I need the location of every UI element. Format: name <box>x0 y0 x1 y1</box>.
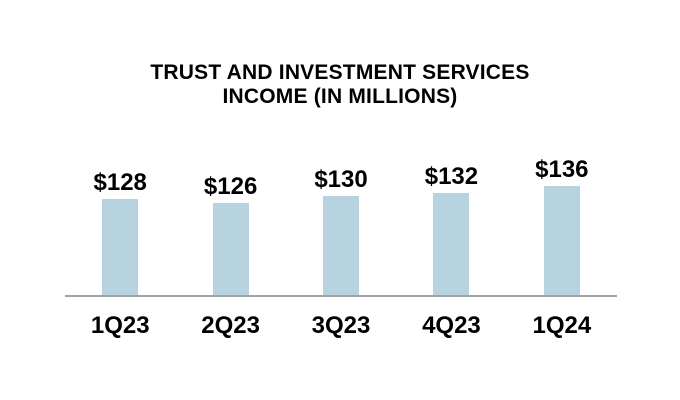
bar <box>102 199 139 295</box>
bar <box>212 203 249 295</box>
bar-group: $126 <box>175 137 285 295</box>
chart-title: TRUST AND INVESTMENT SERVICES INCOME (IN… <box>0 61 680 109</box>
x-axis-tick-label: 2Q23 <box>201 312 260 339</box>
x-axis-tick-label: 4Q23 <box>422 312 481 339</box>
bar <box>323 196 360 295</box>
bar-group: $130 <box>286 137 396 295</box>
x-axis-tick-label: 1Q24 <box>532 312 592 339</box>
chart-title-line-1: TRUST AND INVESTMENT SERVICES <box>150 61 530 84</box>
plot-area: $128 $126 $130 $132 $136 <box>65 137 617 295</box>
bar-value-label: $130 <box>314 166 368 193</box>
bar-value-label: $132 <box>424 163 479 190</box>
chart-title-line-2: INCOME (IN MILLIONS) <box>222 85 458 108</box>
bar <box>543 186 580 295</box>
x-axis-tick-label: 3Q23 <box>311 312 371 339</box>
bar-group: $136 <box>507 137 617 295</box>
x-axis-labels: 1Q23 2Q23 3Q23 4Q23 1Q24 <box>65 312 617 340</box>
bar-group: $128 <box>65 137 175 295</box>
bar-value-label: $128 <box>93 169 147 196</box>
bar-value-label: $136 <box>535 156 589 183</box>
x-axis-tick-label: 1Q23 <box>90 312 150 339</box>
bar-group: $132 <box>396 137 506 295</box>
bar <box>433 193 470 295</box>
bar-value-label: $126 <box>203 173 258 200</box>
x-axis-line <box>65 295 617 297</box>
